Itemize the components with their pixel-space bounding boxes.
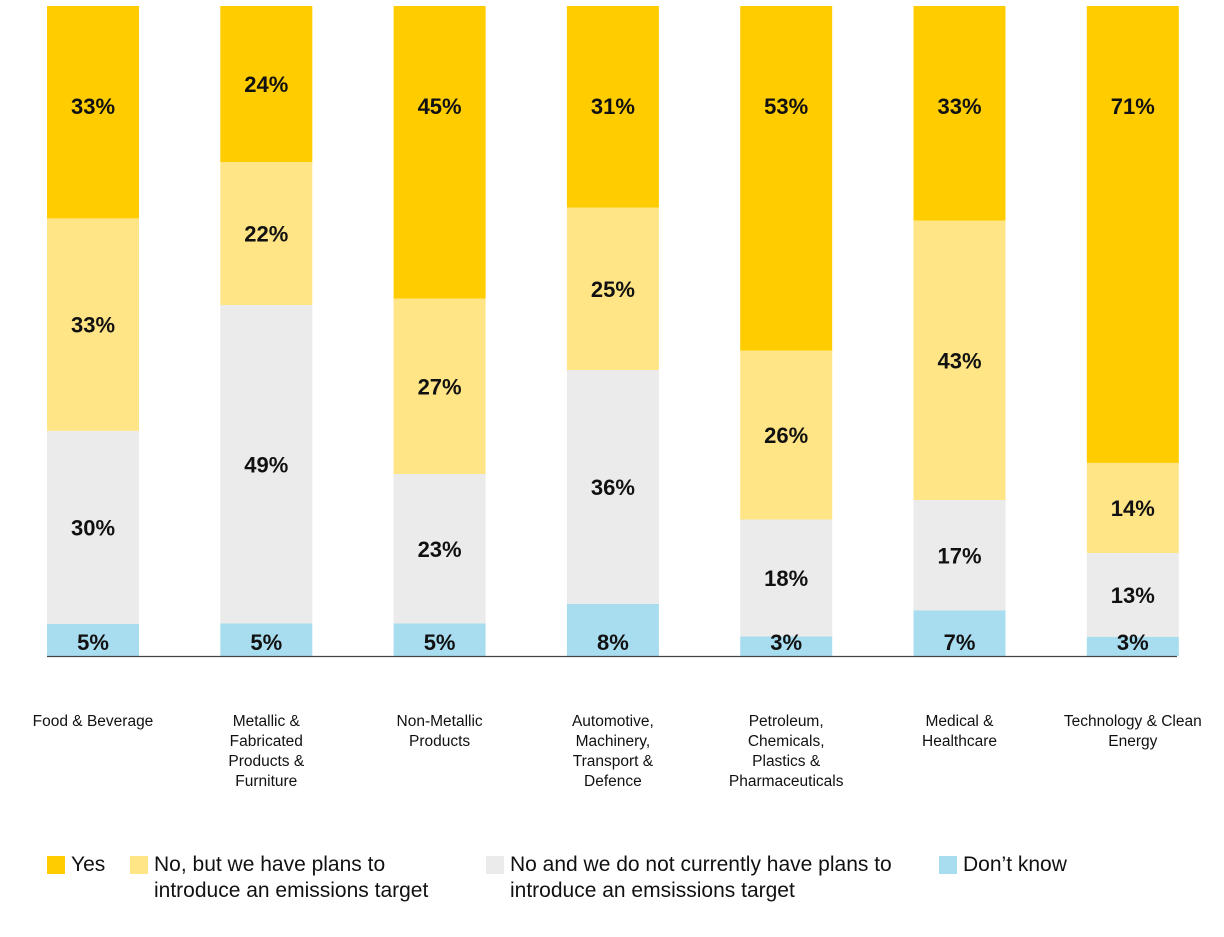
bar-segment-yes-7 — [1086, 6, 1179, 463]
bar-segment-plans-7 — [1086, 462, 1179, 553]
legend-label-plans: No, but we have plans to introduce an em… — [154, 853, 429, 902]
bar-segment-no_plans-3 — [393, 474, 486, 624]
bar-segment-no_plans-2 — [220, 305, 313, 624]
legend-item-plans: No, but we have plans to introduce an em… — [130, 852, 450, 903]
bar-segment-yes-1 — [47, 6, 139, 219]
bar-segment-no_plans-1 — [47, 430, 139, 624]
segment-label-plans-3: 27% — [418, 374, 462, 399]
segment-label-yes-1: 33% — [71, 94, 115, 119]
bar-segment-yes-4 — [566, 6, 659, 208]
bar-segment-dont_know-1 — [47, 623, 139, 656]
segment-label-no_plans-3: 23% — [418, 537, 462, 562]
legend: Yes No, but we have plans to introduce a… — [47, 852, 1207, 922]
bar-segment-dont_know-6 — [913, 610, 1006, 656]
segment-label-no_plans-6: 17% — [937, 543, 981, 568]
bar-segment-yes-3 — [393, 6, 486, 299]
segment-label-yes-2: 24% — [244, 72, 288, 97]
bar-segment-dont_know-7 — [1086, 636, 1179, 656]
segment-label-plans-7: 14% — [1111, 496, 1155, 521]
legend-label-dont-know: Don’t know — [963, 853, 1067, 876]
bar-segment-plans-5 — [740, 350, 833, 520]
segment-label-no_plans-5: 18% — [764, 566, 808, 591]
bar-segment-plans-4 — [566, 207, 659, 370]
bar-segment-plans-2 — [220, 162, 313, 305]
bar-segment-yes-5 — [740, 6, 833, 351]
bar-segment-yes-6 — [913, 6, 1006, 221]
bar-segment-plans-1 — [47, 218, 139, 431]
bar-segment-no_plans-4 — [566, 370, 659, 604]
bar-segment-dont_know-4 — [566, 604, 659, 656]
segment-label-yes-4: 31% — [591, 94, 635, 119]
legend-label-yes: Yes — [71, 853, 106, 876]
segment-label-plans-2: 22% — [244, 222, 288, 247]
bars-layer — [47, 6, 1179, 656]
bar-segment-no_plans-7 — [1086, 553, 1179, 637]
bar-segment-dont_know-3 — [393, 623, 486, 656]
segment-label-no_plans-2: 49% — [244, 452, 288, 477]
bar-segment-no_plans-5 — [740, 519, 833, 637]
segment-label-plans-4: 25% — [591, 277, 635, 302]
segment-label-no_plans-7: 13% — [1111, 583, 1155, 608]
bar-segment-plans-3 — [393, 298, 486, 474]
segment-label-dont_know-7: 3% — [1117, 630, 1149, 655]
legend-item-dont-know: Don’t know — [939, 852, 1067, 878]
segment-label-dont_know-6: 7% — [944, 630, 976, 655]
category-label-2: Metallic & Fabricated Products & Furnitu… — [228, 713, 305, 791]
segment-label-yes-7: 71% — [1111, 94, 1155, 119]
bar-segment-dont_know-2 — [220, 623, 313, 656]
bar-segment-yes-2 — [220, 6, 313, 162]
legend-swatch-yes — [47, 856, 65, 874]
segment-label-no_plans-4: 36% — [591, 475, 635, 500]
segment-label-plans-5: 26% — [764, 423, 808, 448]
segment-labels-layer: 5% 30% 33% 33% 5% 49% 22% 24% 5% 23% 27% 45% 8% 36% 25… — [71, 72, 1155, 655]
bar-segment-plans-6 — [913, 220, 1006, 500]
legend-label-no-plans: No and we do not currently have plans to… — [510, 853, 892, 902]
category-label-6: Medical & Healthcare — [922, 713, 997, 751]
category-label-1: Food & Beverage — [32, 713, 154, 730]
category-label-7: Technology & Clean Energy — [1063, 713, 1202, 751]
segment-label-dont_know-2: 5% — [250, 630, 282, 655]
legend-swatch-plans — [130, 856, 148, 874]
legend-item-no-plans: No and we do not currently have plans to… — [486, 852, 926, 903]
bar-segment-dont_know-5 — [740, 636, 833, 656]
legend-item-yes: Yes — [47, 852, 105, 878]
legend-swatch-no-plans — [486, 856, 504, 874]
bar-segment-no_plans-6 — [913, 500, 1006, 611]
category-label-5: Petroleum, Chemicals, Plastics & Pharmac… — [728, 713, 844, 791]
segment-label-yes-3: 45% — [418, 94, 462, 119]
segment-label-dont_know-4: 8% — [597, 630, 629, 655]
segment-label-dont_know-1: 5% — [77, 630, 109, 655]
segment-label-plans-1: 33% — [71, 313, 115, 338]
category-label-4: Automotive, Machinery, Transport & Defen… — [571, 713, 654, 791]
legend-swatch-dont-know — [939, 856, 957, 874]
segment-label-yes-5: 53% — [764, 94, 808, 119]
segment-label-dont_know-5: 3% — [770, 630, 802, 655]
segment-label-yes-6: 33% — [937, 94, 981, 119]
segment-label-dont_know-3: 5% — [424, 630, 456, 655]
category-label-3: Non-Metallic Products — [396, 713, 483, 751]
segment-label-plans-6: 43% — [937, 348, 981, 373]
segment-label-no_plans-1: 30% — [71, 515, 115, 540]
stacked-bar-chart: 5% 30% 33% 33% 5% 49% 22% 24% 5% 23% 27% 45% 8% 36% 25… — [47, 6, 1179, 658]
